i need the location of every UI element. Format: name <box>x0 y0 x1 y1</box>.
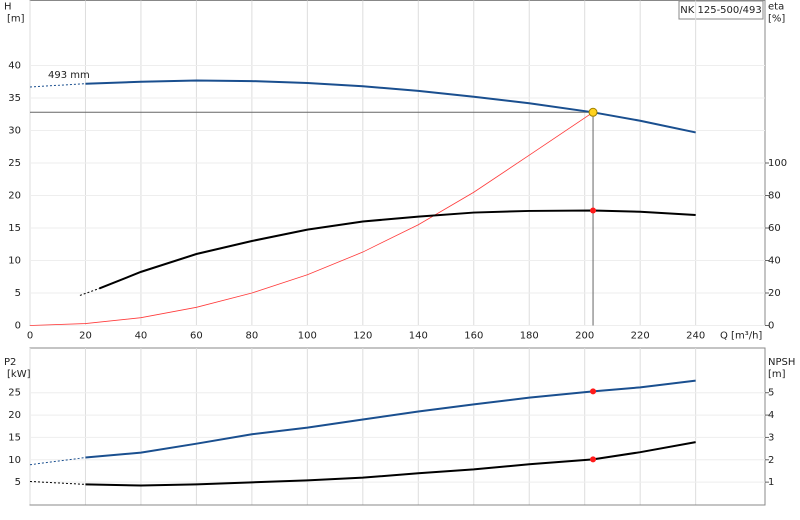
x-tick-label: 180 <box>520 331 539 342</box>
curve <box>79 287 100 296</box>
curve <box>29 111 594 326</box>
annotation: 493 mm <box>48 70 90 81</box>
y-tick-label: 0 <box>15 321 21 332</box>
pump-label: NK 125-500/493 <box>680 5 761 16</box>
x-tick-label: 100 <box>298 331 317 342</box>
y-axis-label: H <box>4 2 12 13</box>
y2-tick-label: 20 <box>768 288 781 299</box>
y-axis-label: [kW] <box>7 369 31 380</box>
operating-point <box>590 388 597 395</box>
y2-tick-label: 100 <box>768 158 787 169</box>
y-tick-label: 25 <box>8 158 21 169</box>
x-tick-label: 60 <box>190 331 203 342</box>
y2-tick-label: 2 <box>768 455 774 466</box>
y-tick-label: 10 <box>8 256 21 267</box>
operating-point <box>590 207 597 214</box>
x-tick-label: 200 <box>575 331 594 342</box>
y-tick-label: 5 <box>15 288 21 299</box>
curve <box>85 79 696 134</box>
y-axis-label: P2 <box>4 357 16 368</box>
x-tick-label: 140 <box>409 331 428 342</box>
y2-tick-label: 80 <box>768 191 781 202</box>
y2-tick-label: 1 <box>768 477 774 488</box>
y-tick-label: 15 <box>8 223 21 234</box>
curve <box>85 441 696 487</box>
y2-tick-label: 40 <box>768 256 781 267</box>
y-tick-label: 20 <box>8 410 21 421</box>
y-tick-label: 25 <box>8 388 21 399</box>
curve <box>85 379 696 459</box>
y2-tick-label: 60 <box>768 223 781 234</box>
y-axis-label: [m] <box>7 14 25 25</box>
y-tick-label: 35 <box>8 93 21 104</box>
x-tick-label: 0 <box>27 331 33 342</box>
y2-axis-label: [m] <box>768 369 786 380</box>
x-tick-label: 80 <box>246 331 259 342</box>
curve <box>98 209 696 290</box>
curve <box>29 83 86 88</box>
x-axis-label: Q [m³/h] <box>720 331 762 342</box>
curve <box>29 457 86 466</box>
operating-point <box>588 107 598 117</box>
y2-tick-label: 0 <box>768 321 774 332</box>
x-tick-label: 40 <box>135 331 148 342</box>
y2-tick-label: 3 <box>768 432 774 443</box>
bottom-frame <box>29 347 766 506</box>
label-box <box>678 0 764 20</box>
curve <box>29 480 86 485</box>
x-tick-label: 160 <box>464 331 483 342</box>
x-tick-label: 220 <box>631 331 650 342</box>
y-tick-label: 10 <box>8 455 21 466</box>
y-tick-label: 15 <box>8 432 21 443</box>
y-tick-label: 20 <box>8 191 21 202</box>
y-tick-label: 30 <box>8 126 21 137</box>
y2-tick-label: 4 <box>768 410 774 421</box>
y2-axis-label: eta <box>768 2 784 13</box>
operating-point <box>590 456 597 463</box>
x-tick-label: 120 <box>353 331 372 342</box>
y2-axis-label: [%] <box>768 14 785 25</box>
y2-tick-label: 5 <box>768 388 774 399</box>
y-tick-label: 40 <box>8 61 21 72</box>
y2-axis-label: NPSH <box>768 357 795 368</box>
y-tick-label: 5 <box>15 477 21 488</box>
x-tick-label: 20 <box>79 331 92 342</box>
x-tick-label: 240 <box>686 331 705 342</box>
